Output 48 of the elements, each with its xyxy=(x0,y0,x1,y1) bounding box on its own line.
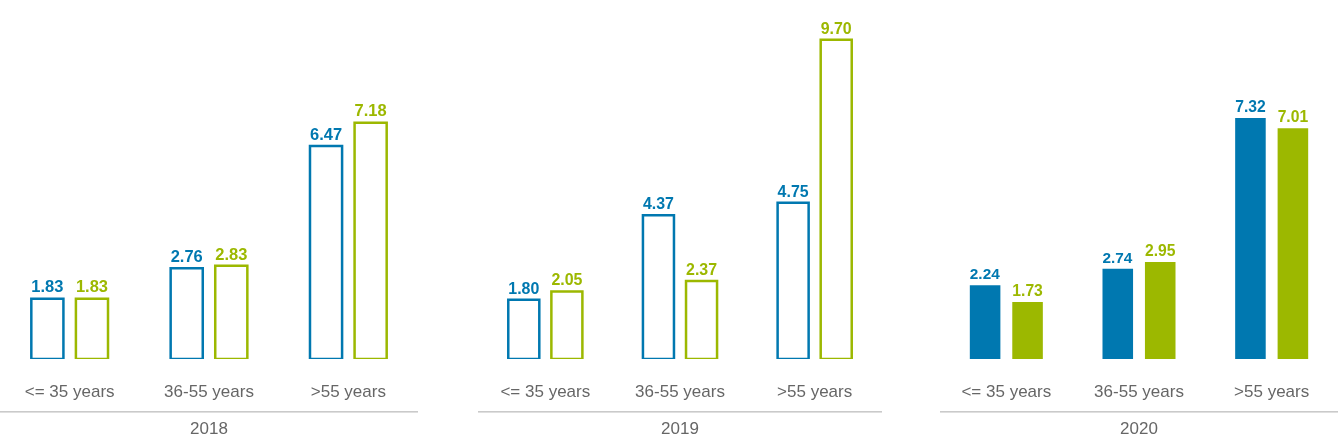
data-label: 1.73 xyxy=(1012,281,1044,299)
data-label: 2.05 xyxy=(551,271,583,289)
data-label: 4.75 xyxy=(777,182,809,200)
bar xyxy=(169,266,205,359)
x-tick-label: <= 35 years xyxy=(24,382,115,401)
bar xyxy=(969,285,1001,359)
bar xyxy=(1102,268,1134,359)
x-tick-label: >55 years xyxy=(777,382,853,401)
data-label: 1.83 xyxy=(75,277,108,296)
bar xyxy=(1012,302,1043,359)
x-axis-title: 2019 xyxy=(661,419,699,439)
data-label: 2.95 xyxy=(1144,241,1176,259)
data-label: 2.24 xyxy=(969,265,1001,283)
data-label: 2.83 xyxy=(215,244,248,263)
x-tick-label: 36-55 years xyxy=(1094,382,1184,401)
x-tick-label: 36-55 years xyxy=(164,382,254,401)
data-label: 9.70 xyxy=(820,19,852,37)
x-tick-label: 36-55 years xyxy=(635,382,725,401)
data-label: 2.74 xyxy=(1102,248,1133,266)
bar xyxy=(308,144,344,359)
bar xyxy=(74,297,110,359)
bar xyxy=(1235,118,1266,359)
bar xyxy=(1277,128,1309,359)
bar xyxy=(819,38,853,359)
x-axis-title: 2020 xyxy=(1120,419,1158,439)
bar xyxy=(30,297,65,359)
x-tick-label: <= 35 years xyxy=(500,382,591,401)
bar xyxy=(213,264,249,359)
bar xyxy=(684,279,719,359)
x-tick-label: <= 35 years xyxy=(961,382,1052,401)
x-tick-label: >55 years xyxy=(1234,382,1310,401)
data-label: 7.18 xyxy=(354,101,387,120)
data-label: 1.80 xyxy=(508,279,540,297)
data-label: 4.37 xyxy=(642,195,675,212)
bar xyxy=(641,213,676,359)
data-label: 6.47 xyxy=(310,124,343,143)
bar xyxy=(1144,261,1176,359)
bar xyxy=(776,201,810,359)
data-label: 7.01 xyxy=(1277,108,1309,126)
data-label: 2.37 xyxy=(686,260,718,278)
bar xyxy=(353,121,388,359)
bar xyxy=(507,298,541,359)
data-label: 1.83 xyxy=(31,277,64,296)
data-label: 2.76 xyxy=(170,246,203,265)
bar xyxy=(550,290,584,359)
x-axis-title: 2018 xyxy=(190,419,228,439)
x-tick-label: >55 years xyxy=(310,382,386,401)
data-label: 7.32 xyxy=(1235,97,1266,115)
